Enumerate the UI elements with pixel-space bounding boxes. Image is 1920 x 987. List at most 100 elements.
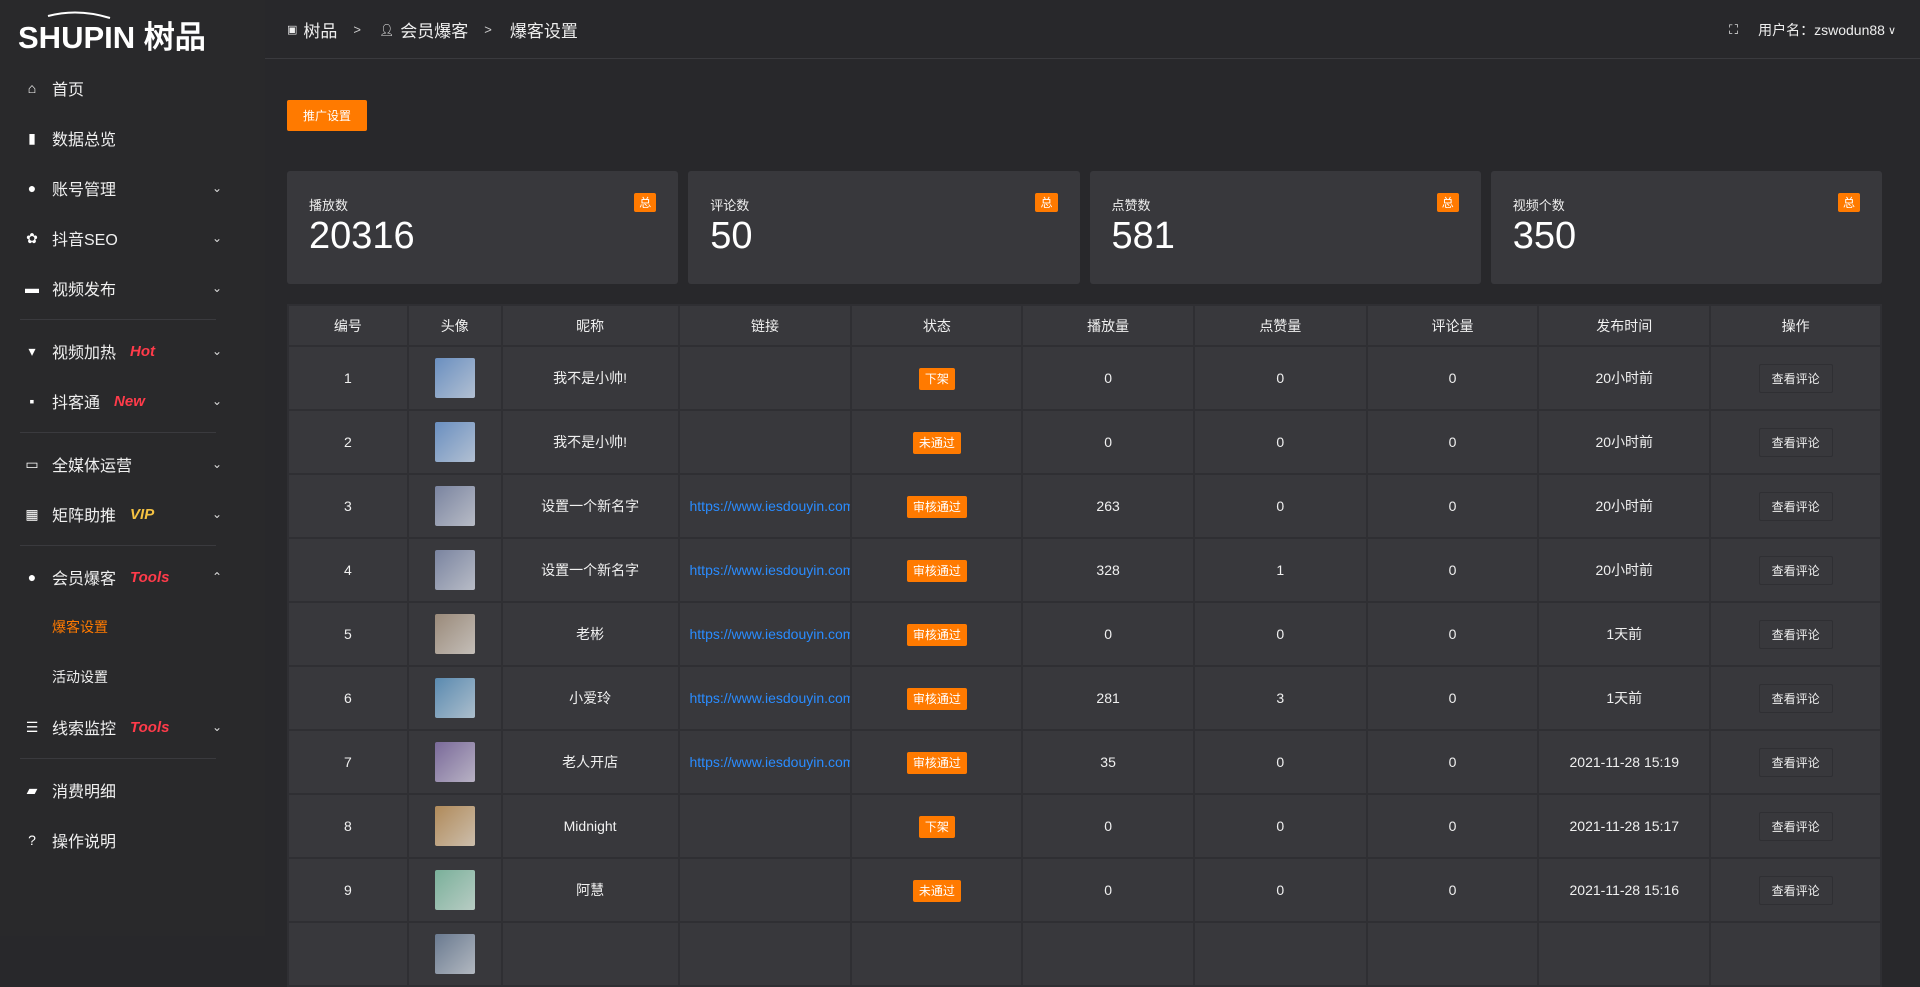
cell-action: 查看评论 [1709, 665, 1882, 731]
sidebar-item-label: 操作说明 [52, 834, 117, 851]
cell-avatar [406, 537, 503, 603]
view-comments-button[interactable]: 查看评论 [1758, 363, 1833, 393]
wallet-icon: ▰ [26, 781, 38, 798]
sidebar-item[interactable]: ▪ 抖客通 New ⌄ [0, 376, 265, 426]
view-comments-button[interactable]: 查看评论 [1758, 619, 1833, 649]
cell-nickname: 设置一个新名字 [500, 537, 680, 603]
sidebar-item-label: 会员爆客 [52, 571, 117, 588]
cell-avatar [406, 409, 503, 475]
sidebar-tag: Tools [130, 568, 170, 586]
view-comments-button[interactable]: 查看评论 [1758, 747, 1833, 777]
view-comments-button[interactable]: 查看评论 [1758, 683, 1833, 713]
cell-avatar [406, 729, 503, 795]
fullscreen-icon[interactable]: ⛶ [1729, 22, 1739, 37]
sidebar-item[interactable]: ● 会员爆客 Tools ⌃ [0, 552, 265, 602]
cell-comments: 0 [1365, 857, 1540, 923]
sidebar-item[interactable]: ✿ 抖音SEO ⌄ [0, 213, 265, 263]
breadcrumb-sep: > [353, 22, 361, 37]
cell-action: 查看评论 [1709, 729, 1882, 795]
sidebar-item[interactable]: ☰ 线索监控 Tools ⌄ [0, 702, 265, 752]
cell-likes: 0 [1192, 793, 1368, 859]
sidebar-item-label: 活动设置 [52, 669, 108, 685]
view-comments-button[interactable]: 查看评论 [1758, 427, 1833, 457]
cell-likes: 0 [1192, 409, 1368, 475]
cell-link: https://www.iesdouyin.com [677, 537, 853, 603]
cell-comments: 0 [1365, 601, 1540, 667]
sidebar-item[interactable]: ▦ 矩阵助推 VIP ⌄ [0, 489, 265, 539]
chevron-icon[interactable]: ⌄ [212, 507, 223, 521]
data-table: 编号 头像 昵称 链接 状态 播放量 点赞量 评论量 发布时间 操作 1 我不是小帅! 下架 0 … [287, 304, 1882, 987]
cell-time: 2021-11-28 15:17 [1537, 793, 1712, 859]
sidebar-item-label: 抖客通 [52, 395, 101, 412]
sidebar-tag: Hot [130, 342, 156, 360]
cell-nickname: 设置一个新名字 [500, 473, 680, 539]
sidebar-item[interactable]: ▾ 视频加热 Hot ⌄ [0, 326, 265, 376]
chevron-icon[interactable]: ⌄ [212, 394, 223, 408]
view-comments-button[interactable]: 查看评论 [1758, 491, 1833, 521]
sidebar-item[interactable]: ▬ 视频发布 ⌄ [0, 263, 265, 313]
video-link[interactable]: https://www.iesdouyin.com [689, 562, 850, 578]
video-link[interactable]: https://www.iesdouyin.com [689, 690, 850, 706]
chevron-icon[interactable]: ⌄ [212, 457, 223, 471]
promo-settings-button[interactable]: 推广设置 [287, 100, 367, 131]
chevron-icon[interactable]: ⌄ [212, 181, 223, 195]
chevron-icon[interactable]: ⌃ [212, 570, 223, 584]
video-link[interactable]: https://www.iesdouyin.com [689, 754, 850, 770]
video-link[interactable]: https://www.iesdouyin.com [689, 626, 850, 642]
cell-time: 20小时前 [1537, 345, 1712, 411]
breadcrumb-home[interactable]: 树品 [303, 22, 338, 41]
cell-likes: 1 [1192, 537, 1368, 603]
sidebar-subitem[interactable]: 爆客设置 [0, 602, 265, 652]
cell-avatar [406, 601, 503, 667]
sidebar-item[interactable]: ▮ 数据总览 [0, 113, 265, 163]
header: ▣ 树品 > 👤︎ 会员爆客 > 爆客设置 ⛶ 用户名：zswodun88 ∨ [265, 0, 1920, 59]
breadcrumb-current: 爆客设置 [509, 22, 578, 41]
cell-status: 审核通过 [850, 473, 1024, 539]
avatar [434, 934, 475, 974]
sidebar-item[interactable]: ⌂ 首页 [0, 63, 265, 113]
sidebar-item[interactable]: ▭ 全媒体运营 ⌄ [0, 439, 265, 489]
cell-action: 查看评论 [1709, 345, 1882, 411]
video-link[interactable]: https://www.iesdouyin.com [689, 498, 850, 514]
cell-plays [1021, 921, 1195, 987]
cell-id: 1 [287, 345, 409, 411]
breadcrumb-member[interactable]: 会员爆客 [400, 22, 469, 41]
chevron-icon[interactable]: ⌄ [212, 344, 223, 358]
table-row: 4 设置一个新名字 https://www.iesdouyin.com 审核通过… [287, 537, 1882, 603]
avatar [434, 806, 475, 846]
table-row: 1 我不是小帅! 下架 0 0 0 20小时前 查看评论 [287, 345, 1882, 411]
view-comments-button[interactable]: 查看评论 [1758, 811, 1833, 841]
chevron-icon[interactable]: ⌄ [212, 231, 223, 245]
chevron-icon[interactable]: ⌄ [212, 720, 223, 734]
cell-plays: 263 [1021, 473, 1195, 539]
cell-status: 审核通过 [850, 665, 1024, 731]
sidebar-item[interactable]: ● 账号管理 ⌄ [0, 163, 265, 213]
cell-likes: 0 [1192, 345, 1368, 411]
home-icon: ⌂ [27, 80, 37, 96]
cell-time: 1天前 [1537, 665, 1712, 731]
cell-avatar [406, 473, 503, 539]
chat-icon: ▪ [29, 393, 35, 409]
cell-action: 查看评论 [1709, 793, 1882, 859]
username-menu[interactable]: 用户名：zswodun88 [1758, 22, 1885, 38]
view-comments-button[interactable]: 查看评论 [1758, 555, 1833, 585]
chevron-icon[interactable]: ⌄ [212, 281, 223, 295]
cell-id: 9 [287, 857, 409, 923]
cell-comments: 0 [1365, 473, 1540, 539]
cell-time: 20小时前 [1537, 409, 1712, 475]
monitor-icon: ▭ [25, 455, 39, 472]
sidebar-item[interactable]: ▰ 消费明细 [0, 765, 265, 815]
sidebar-item-label: 数据总览 [52, 132, 117, 149]
view-comments-button[interactable]: 查看评论 [1758, 875, 1833, 905]
stats-cards: 播放数 20316 总 评论数 50 总 点赞数 581 总 视频个数 350 总 [287, 171, 1882, 284]
sidebar-item[interactable]: ? 操作说明 [0, 815, 265, 865]
sidebar-subitem[interactable]: 活动设置 [0, 652, 265, 702]
cell-link: https://www.iesdouyin.com [677, 729, 853, 795]
avatar [434, 678, 475, 718]
chevron-down-icon[interactable]: ∨ [1887, 24, 1896, 37]
breadcrumb-sep: > [484, 22, 492, 37]
cell-likes: 0 [1192, 601, 1368, 667]
bar-chart-icon: ▮ [28, 129, 36, 146]
cell-likes: 0 [1192, 473, 1368, 539]
stat-card: 点赞数 581 总 [1089, 171, 1481, 284]
